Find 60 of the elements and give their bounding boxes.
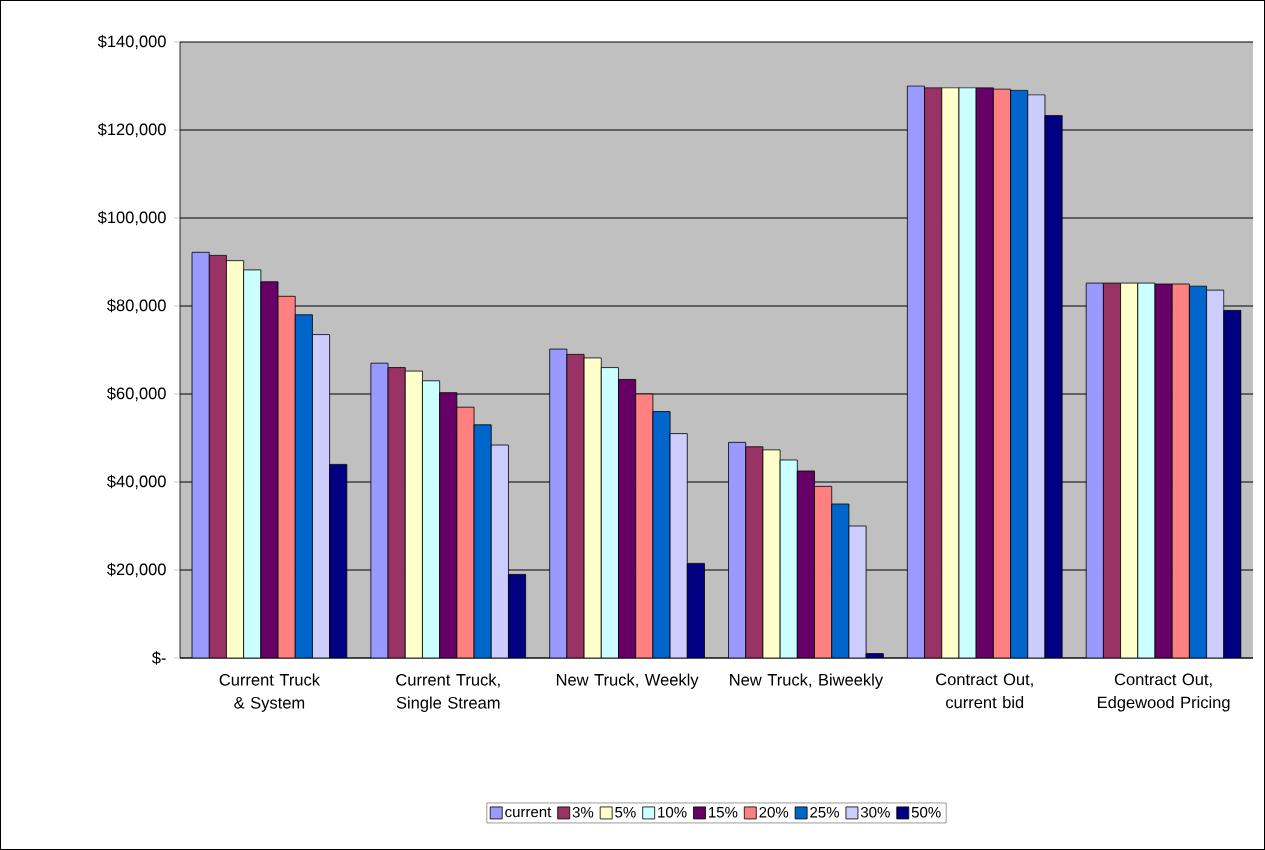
bar [1154,283,1173,658]
y-tick-label: $20,000 [107,562,166,578]
bar [422,380,441,658]
x-tick-label: Contract Out, current bid [936,673,1033,709]
legend-label: 5% [615,806,636,818]
bar [294,314,313,658]
bar [473,424,492,658]
bar [1188,285,1207,658]
y-tick-label: $120,000 [97,122,166,138]
bar [814,485,833,658]
legend-label: 10% [658,806,687,818]
legend-label: 25% [810,806,839,818]
legend-label: 20% [759,806,789,818]
x-tick-label: Contract Out, Edgewood Pricing [1097,673,1230,712]
bar [1171,283,1190,658]
y-tick-label: $100,000 [97,210,166,226]
bar [277,295,296,658]
bar [490,444,509,658]
bar [686,562,705,658]
bar [600,367,619,658]
bar [635,393,654,658]
bar [1223,309,1242,658]
bar [906,85,925,658]
x-tick-label: Current Truck, Single Stream [396,673,500,712]
x-tick-label: New Truck, Weekly [556,673,699,689]
bar [329,463,348,658]
bar [975,87,994,658]
bar [669,433,688,658]
bar [728,441,747,658]
bar [1137,282,1156,658]
y-tick-label: $80,000 [107,298,166,314]
bar [260,281,279,658]
bar [1027,94,1046,658]
bar [191,251,210,658]
x-tick-label: New Truck, Biweekly [730,673,884,689]
legend-label: 50% [911,806,941,818]
bar [312,334,331,658]
bar [992,88,1011,658]
legend-label: 15% [709,806,738,818]
bar [243,269,262,658]
bar [508,573,527,658]
y-tick-label: $40,000 [107,474,166,490]
bar [549,348,568,658]
y-tick-label: $60,000 [107,386,166,402]
bar [779,459,798,658]
bar [831,503,850,658]
bar [958,87,977,658]
y-tick-label: $140,000 [97,34,166,50]
bar [796,470,815,658]
legend-label: 30% [860,806,890,818]
bar [1010,89,1029,658]
legend-label: current [505,807,552,818]
legend-label: 3% [572,806,594,818]
bar [439,392,458,658]
bar [1206,289,1225,658]
bar [1085,282,1104,658]
x-tick-label: Current Truck & System [219,673,321,712]
bar [1044,115,1063,658]
y-tick-label: $- [151,651,166,665]
bar [618,379,637,658]
